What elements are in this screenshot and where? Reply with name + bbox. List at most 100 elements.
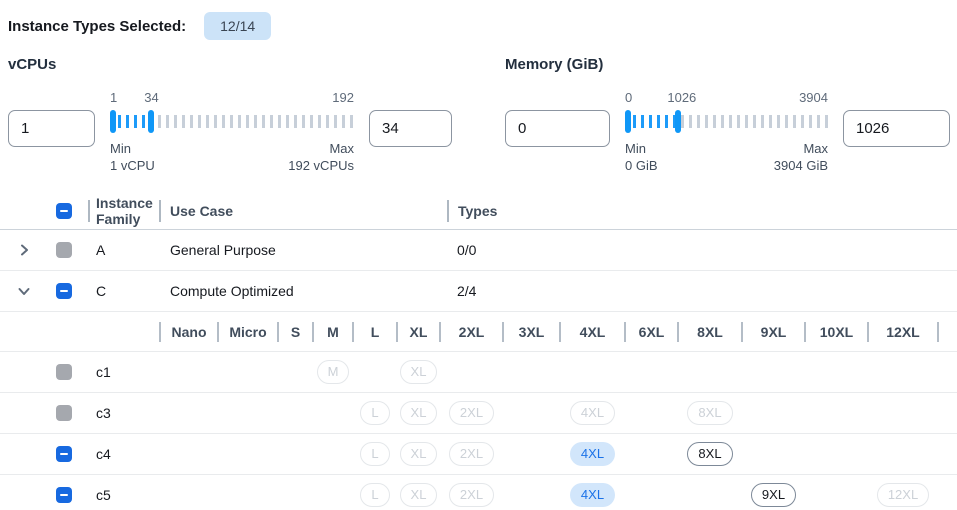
memory-captions: Min 0 GiB Max 3904 GiB (625, 140, 828, 174)
instance-c4-checkbox[interactable] (56, 446, 72, 462)
vcpus-min-caption-title: Min (110, 141, 131, 156)
instance-c3-checkbox[interactable] (56, 405, 72, 421)
selected-count-badge: 12/14 (204, 12, 272, 40)
instance-row-c3: c3 L XL 2XL 4XL 8XL (0, 393, 957, 434)
size-columns-header-row: Nano Micro S M L XL 2XL 3XL 4XL 6XL 8XL … (0, 312, 957, 352)
family-c-checkbox[interactable] (56, 283, 72, 299)
size-column-header: S (278, 324, 313, 340)
instance-c5-checkbox[interactable] (56, 487, 72, 503)
memory-max-caption-title: Max (803, 141, 828, 156)
size-chip-8xl[interactable]: 8XL (687, 401, 733, 425)
vcpus-max-input[interactable] (369, 110, 452, 147)
memory-scale-max: 3904 (799, 90, 828, 105)
column-header-types: Types (458, 202, 498, 219)
vcpus-slider-handle-max[interactable] (148, 110, 155, 133)
size-chip-4xl[interactable]: 4XL (569, 401, 616, 425)
vcpus-min-caption-value: 1 vCPU (110, 158, 155, 173)
memory-slider-track[interactable] (625, 110, 828, 133)
vcpus-range-slider[interactable]: 1 34 192 Min 1 vCPU (110, 90, 354, 174)
selection-summary: Instance Types Selected: 12/14 (0, 0, 957, 42)
filters-section: vCPUs 1 34 192 (0, 56, 957, 192)
size-column-header: XL (397, 324, 440, 340)
size-column-header: 10XL (805, 324, 868, 340)
vcpus-scale-max: 192 (332, 90, 354, 105)
vcpus-max-caption-value: 192 vCPUs (288, 158, 354, 173)
memory-max-caption-value: 3904 GiB (773, 158, 828, 173)
family-use-case: General Purpose (170, 242, 276, 258)
select-all-checkbox[interactable] (56, 202, 72, 219)
vcpus-filter: vCPUs 1 34 192 (8, 56, 452, 174)
size-chip-l[interactable]: L (360, 483, 390, 507)
size-chip-12xl[interactable]: 12XL (876, 483, 930, 507)
memory-scale-min: 0 (625, 90, 633, 105)
size-column-header: 2XL (440, 324, 503, 340)
instance-name: c3 (96, 405, 111, 421)
size-chip-4xl-selected[interactable]: 4XL (569, 483, 616, 507)
family-name: A (96, 242, 106, 258)
size-chip-2xl[interactable]: 2XL (448, 401, 495, 425)
column-divider (88, 199, 90, 222)
column-header-use-case: Use Case (170, 202, 234, 219)
indeterminate-minus-icon (60, 209, 68, 212)
instance-name: c5 (96, 487, 111, 503)
size-column-header: Micro (218, 324, 278, 340)
memory-filter: Memory (GiB) 0 1026 3904 (505, 56, 950, 174)
selected-count-label: Instance Types Selected: (8, 17, 187, 35)
size-chip-xl[interactable]: XL (399, 401, 438, 425)
collapse-chevron-down-icon[interactable] (16, 283, 32, 299)
memory-max-input[interactable] (843, 110, 950, 147)
size-column-header: 3XL (503, 324, 560, 340)
vcpus-captions: Min 1 vCPU Max 192 vCPUs (110, 140, 354, 174)
family-types-count: 2/4 (457, 283, 477, 299)
memory-title: Memory (GiB) (505, 56, 604, 73)
memory-min-input[interactable] (505, 110, 610, 147)
vcpus-scale-current: 34 (144, 90, 159, 105)
memory-ticks-selected (625, 115, 679, 128)
size-chip-xl[interactable]: XL (399, 483, 438, 507)
memory-slider-handle-min[interactable] (625, 110, 631, 133)
vcpus-scale: 1 34 192 (110, 90, 354, 110)
column-divider (159, 199, 161, 222)
size-chip-l[interactable]: L (360, 442, 390, 466)
family-a-checkbox[interactable] (56, 242, 72, 258)
instance-name: c1 (96, 364, 111, 380)
column-divider (447, 199, 449, 222)
instance-family-table: Instance Family Use Case Types A General… (0, 192, 957, 510)
vcpus-slider-track[interactable] (110, 110, 354, 133)
indeterminate-minus-icon (60, 494, 68, 496)
size-chip-8xl[interactable]: 8XL (687, 442, 733, 466)
expand-chevron-right-icon[interactable] (16, 242, 32, 258)
family-use-case: Compute Optimized (170, 283, 294, 299)
memory-scale: 0 1026 3904 (625, 90, 828, 110)
vcpus-title: vCPUs (8, 56, 57, 73)
vcpus-slider-handle-min[interactable] (110, 110, 116, 133)
vcpus-ticks-unselected (110, 115, 354, 128)
size-chip-2xl[interactable]: 2XL (448, 442, 495, 466)
indeterminate-minus-icon (60, 453, 68, 455)
family-name: C (96, 283, 107, 299)
size-chip-2xl[interactable]: 2XL (448, 483, 495, 507)
memory-min-caption-title: Min (625, 141, 646, 156)
vcpus-min-input[interactable] (8, 110, 95, 147)
vcpus-ticks-selected (110, 115, 152, 128)
memory-slider-handle-max[interactable] (675, 110, 682, 133)
size-chip-xl[interactable]: XL (399, 442, 438, 466)
size-column-header: L (353, 324, 397, 340)
vcpus-scale-min: 1 (110, 90, 118, 105)
memory-range-slider[interactable]: 0 1026 3904 Min 0 GiB (625, 90, 828, 174)
size-chip-4xl-selected[interactable]: 4XL (569, 442, 616, 466)
size-chip-m[interactable]: M (316, 360, 350, 384)
memory-scale-current: 1026 (667, 90, 697, 105)
size-column-header: M (313, 324, 353, 340)
indeterminate-minus-icon (60, 290, 68, 292)
size-column-header: 9XL (742, 324, 805, 340)
instance-c1-checkbox[interactable] (56, 364, 72, 380)
size-chip-xl[interactable]: XL (399, 360, 438, 384)
size-chip-9xl[interactable]: 9XL (750, 483, 797, 507)
size-chip-l[interactable]: L (360, 401, 390, 425)
instance-row-c4: c4 L XL 2XL 4XL 8XL (0, 434, 957, 475)
memory-min-caption-value: 0 GiB (625, 158, 658, 173)
vcpus-max-caption-title: Max (329, 141, 354, 156)
table-header-row: Instance Family Use Case Types (0, 192, 957, 230)
